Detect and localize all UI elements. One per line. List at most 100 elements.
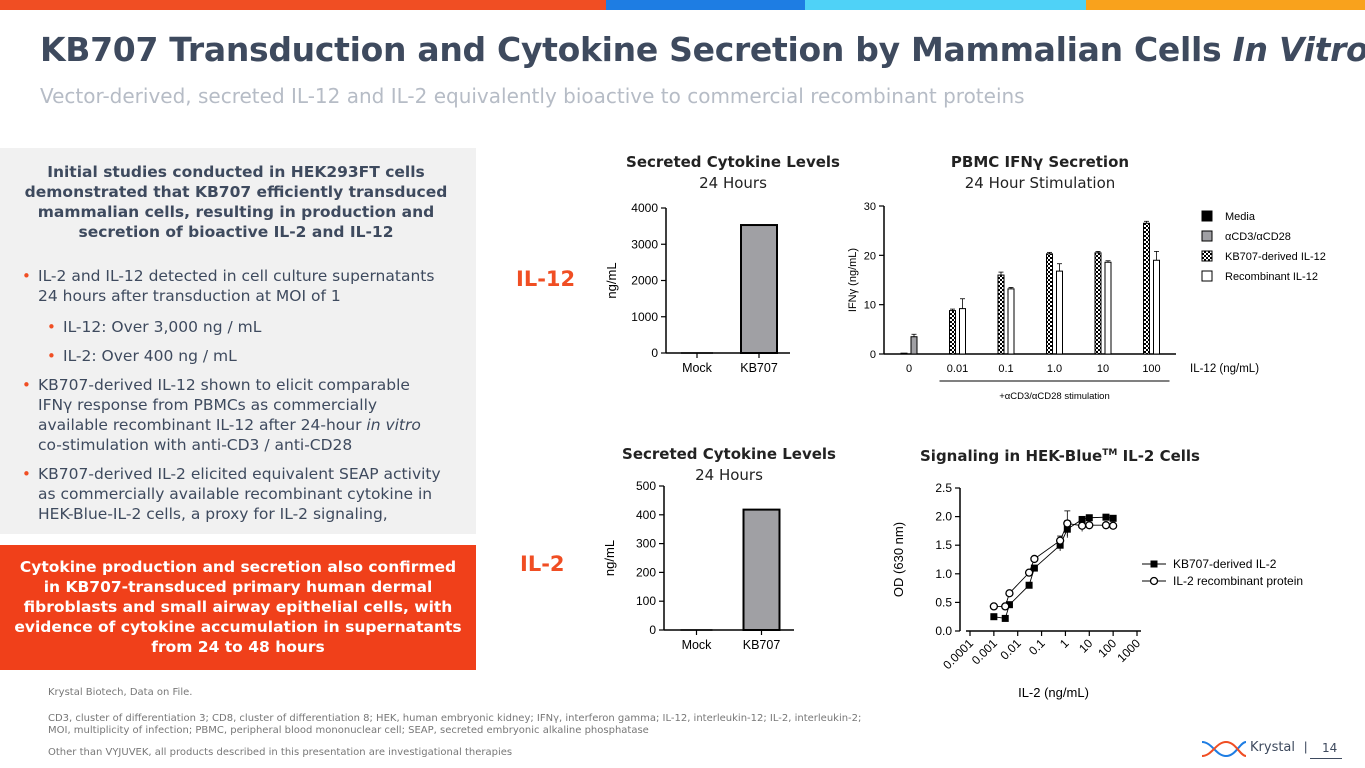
footer-disclaimer: Other than VYJUVEK, all products describ… xyxy=(48,747,513,758)
x-tick-label: 10 xyxy=(1076,636,1096,656)
chart-title-il2: Secreted Cytokine Levels 24 Hours xyxy=(618,444,840,486)
legend-swatch xyxy=(1201,210,1213,222)
y-tick-label: 2.0 xyxy=(935,510,952,524)
bar-recombinant-il-12 xyxy=(1056,270,1063,355)
subbullet-il2: • IL-2: Over 400 ng / mL xyxy=(47,346,443,366)
legend-swatch xyxy=(1201,270,1213,282)
bullet-seap: • KB707-derived IL-2 elicited equivalent … xyxy=(22,464,453,524)
x-tick-label: 0.01 xyxy=(997,636,1024,663)
legend-label: Recombinant IL-12 xyxy=(1225,271,1318,283)
chart-title-main: Signaling in HEK-Blue xyxy=(920,447,1103,465)
bullet-text: KB707-derived IL-2 elicited equivalent S… xyxy=(38,465,441,523)
y-axis-label: OD (630 nm) xyxy=(891,522,906,597)
bullet-dot: • xyxy=(22,376,31,394)
bar-recombinant-il-12 xyxy=(1007,288,1015,355)
page-number: 14 xyxy=(1322,741,1338,755)
chart-subtitle-text: 24 Hours xyxy=(695,466,763,484)
chart-title-text: Secreted Cytokine Levels xyxy=(626,153,840,171)
footer-abbreviations-1: CD3, cluster of differentiation 3; CD8, … xyxy=(48,713,862,724)
chart-title-suffix: IL-2 Cells xyxy=(1117,447,1200,465)
y-tick-label: 30 xyxy=(864,201,876,213)
title-text: KB707 Transduction and Cytokine Secretio… xyxy=(40,30,1222,69)
bar--cd3-cd28 xyxy=(910,336,918,355)
bar-kb707 xyxy=(742,508,781,632)
chart-title-hek: Signaling in HEK-BlueTM IL-2 Cells xyxy=(910,443,1210,467)
page-underline xyxy=(1310,758,1342,759)
x-tick-label: Mock xyxy=(682,361,713,375)
summary-panel: Initial studies conducted in HEK293FT ce… xyxy=(0,148,476,534)
x-tick-label: Mock xyxy=(682,638,713,652)
x-axis-label: IL-2 (ng/mL) xyxy=(1018,685,1089,700)
chart-title-pbmc: PBMC IFNγ Secretion 24 Hour Stimulation xyxy=(930,152,1150,194)
x-tick-label: 1 xyxy=(1057,636,1072,651)
krystal-logo: Krystal | 14 xyxy=(1200,738,1350,760)
accent-bar-orange xyxy=(0,0,606,10)
y-axis-label: ng/mL xyxy=(604,262,619,298)
chart-title-il12: Secreted Cytokine Levels 24 Hours xyxy=(622,152,844,194)
bar-kb707-derived-il-12 xyxy=(1094,252,1102,355)
subbullet-il12: • IL-12: Over 3,000 ng / mL xyxy=(47,317,443,337)
marker-circle xyxy=(1101,521,1111,530)
legend-label: IL-2 recombinant protein xyxy=(1173,574,1303,588)
x-tick-label: 0 xyxy=(906,363,912,375)
y-tick-label: 400 xyxy=(636,508,656,522)
bullet-text: IL-2 and IL-12 detected in cell culture … xyxy=(38,267,435,305)
marker-square xyxy=(1005,601,1013,609)
x-tick-label: KB707 xyxy=(743,638,781,652)
chart-il12-secretion: 0 1000 2000 3000 4000 Mock KB707 ng/mL xyxy=(604,201,790,375)
legend-marker-circle xyxy=(1149,576,1159,586)
legend-label: KB707-derived IL-12 xyxy=(1225,251,1326,263)
y-tick-label: 20 xyxy=(864,250,876,262)
marker-circle xyxy=(1030,554,1039,564)
bullet-dot: • xyxy=(22,267,31,285)
y-axis-label: ng/mL xyxy=(602,540,617,576)
bar-kb707 xyxy=(740,224,778,355)
legend-swatch xyxy=(1201,250,1213,262)
y-tick-label: 0.5 xyxy=(935,595,952,609)
bar-recombinant-il-12 xyxy=(959,308,966,355)
footer-abbreviations-2: MOI, multiplicity of infection; PBMC, pe… xyxy=(48,725,649,736)
y-tick-label: 300 xyxy=(636,537,656,551)
bullet-dot: • xyxy=(47,347,56,365)
y-tick-label: 4000 xyxy=(631,201,658,215)
marker-square xyxy=(1109,514,1117,522)
marker-square xyxy=(1001,614,1009,622)
bullet-dot: • xyxy=(22,465,31,483)
legend-label: KB707-derived IL-2 xyxy=(1173,557,1277,571)
marker-circle xyxy=(1063,519,1072,528)
marker-square xyxy=(1056,541,1064,549)
callout-box: Cytokine production and secretion also c… xyxy=(0,545,476,670)
y-tick-label: 1000 xyxy=(631,310,658,324)
marker-square xyxy=(1030,564,1038,572)
bullet-text: IL-2: Over 400 ng / mL xyxy=(63,347,237,365)
legend-swatch xyxy=(1201,230,1213,242)
marker-square xyxy=(1085,514,1093,522)
y-tick-label: 0 xyxy=(870,349,876,361)
legend-label: αCD3/αCD28 xyxy=(1225,231,1291,243)
bullet-detection: • IL-2 and IL-12 detected in cell culture… xyxy=(22,266,458,306)
summary-lead: Initial studies conducted in HEK293FT ce… xyxy=(24,163,448,241)
chart-subtitle-text: 24 Hour Stimulation xyxy=(964,174,1116,192)
page-title: KB707 Transduction and Cytokine Secretio… xyxy=(40,30,1365,69)
bar-kb707-derived-il-12 xyxy=(997,274,1005,355)
chart-title-text: Signaling in HEK-BlueTM IL-2 Cells xyxy=(920,447,1200,465)
x-tick-label: 0.001 xyxy=(969,636,1000,667)
bullet-italic: in vitro xyxy=(366,416,421,434)
x-axis-label: IL-12 (ng/mL) xyxy=(1190,363,1259,375)
x-tick-label: 0.1 xyxy=(998,363,1013,375)
marker-circle xyxy=(1055,536,1065,545)
marker-square xyxy=(1102,513,1110,521)
title-italic: In Vitro xyxy=(1232,30,1365,69)
legend-marker-square xyxy=(1150,560,1158,568)
accent-bar-blue xyxy=(606,0,805,10)
legend-label: Media xyxy=(1225,211,1256,223)
bullet-text: IL-12: Over 3,000 ng / mL xyxy=(63,318,262,336)
bullet-ifng: • KB707-derived IL-12 shown to elicit com… xyxy=(22,375,438,455)
y-tick-label: 10 xyxy=(864,300,876,312)
footer-source: Krystal Biotech, Data on File. xyxy=(48,687,193,698)
marker-circle xyxy=(989,602,999,611)
y-tick-label: 0.0 xyxy=(935,624,952,638)
marker-circle xyxy=(1077,521,1087,530)
x-tick-label: 100 xyxy=(1142,363,1160,375)
